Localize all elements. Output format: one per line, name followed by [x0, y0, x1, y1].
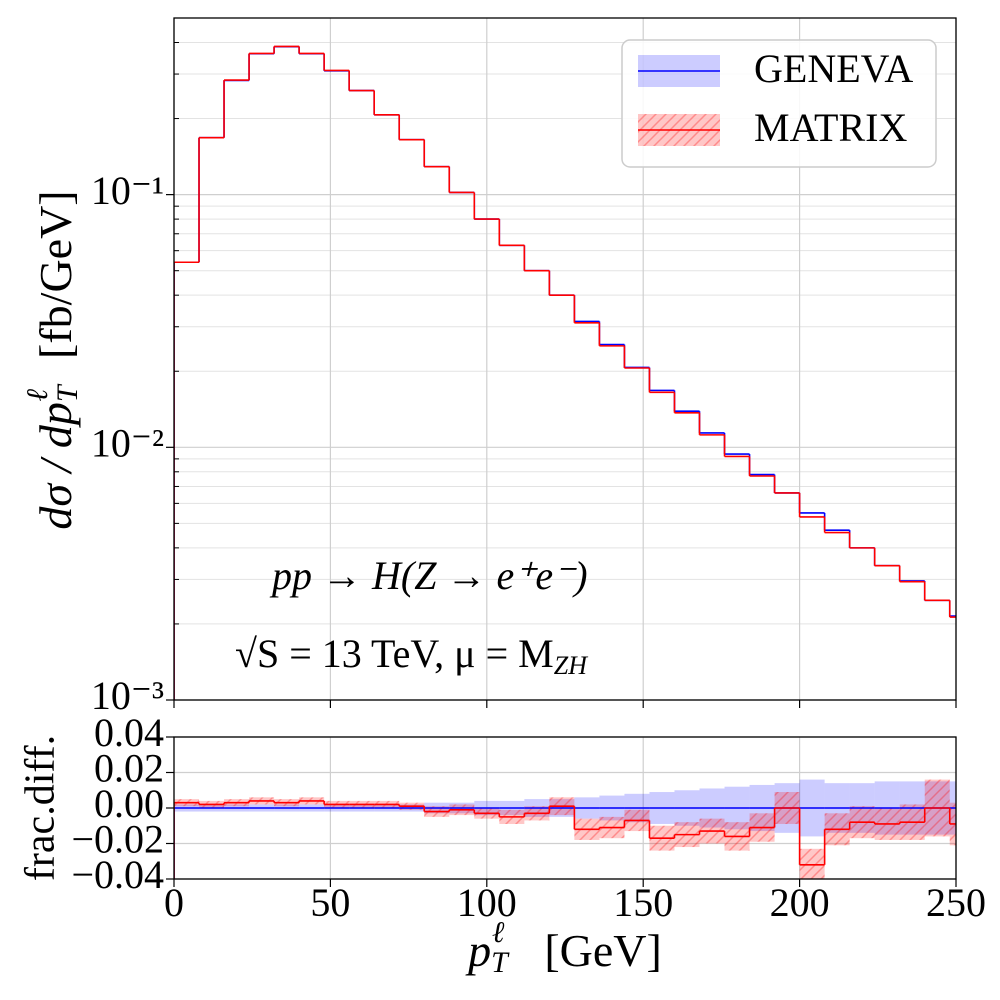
lower-y-axis-label: frac.diff. [18, 735, 64, 881]
y-label-sub: T [51, 383, 84, 402]
x-tick-label: 250 [926, 880, 986, 925]
annotation: pp → H(Z → e⁺e⁻) [269, 553, 588, 598]
x-tick-label: 200 [770, 880, 830, 925]
plot-frame [173, 736, 957, 880]
y-tick-label: 10⁻² [91, 420, 164, 465]
x-tick-label: 150 [613, 880, 673, 925]
x-label-main: p [465, 925, 491, 976]
x-label-sub: T [491, 946, 510, 979]
plot-frame [173, 17, 957, 701]
x-axis-label: pTℓ [GeV] [465, 916, 662, 979]
y-axis-label: dσ / dpTℓ [fb/GeV] [21, 190, 84, 529]
y-label-main: dσ / dp [30, 402, 81, 529]
x-tick-label: 50 [310, 880, 350, 925]
y-tick-label: −0.04 [71, 852, 164, 897]
x-tick-label: 0 [164, 880, 184, 925]
legend-label: MATRIX [754, 105, 907, 150]
y-label-unit: [fb/GeV] [30, 190, 81, 359]
y-tick-label: 10⁻³ [91, 673, 164, 718]
y-tick-label: 10⁻¹ [91, 168, 164, 213]
y-tick-label: 0.02 [94, 746, 164, 791]
x-tick-label: 100 [457, 880, 517, 925]
y-tick-label: 0.00 [94, 781, 164, 826]
annotation: √S = 13 TeV, μ = MZH [235, 631, 588, 680]
uncertainty-band [799, 848, 825, 879]
y-tick-label: −0.02 [71, 817, 164, 862]
legend-label: GENEVA [754, 46, 913, 91]
y-label-sup: ℓ [21, 388, 54, 401]
y-tick-label: 0.04 [94, 710, 164, 755]
x-label-sup: ℓ [492, 916, 505, 949]
annotation-main: √S = 13 TeV, μ = M [235, 631, 554, 676]
x-label-unit: [GeV] [544, 925, 662, 976]
annotation-sub: ZH [554, 651, 588, 680]
